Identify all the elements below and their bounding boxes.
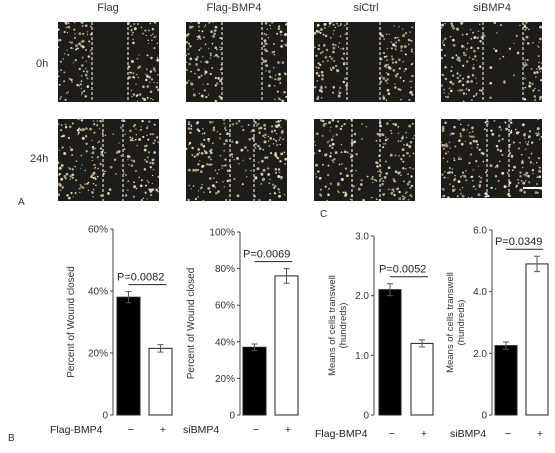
microscopy-tile-sictrl-24h (314, 119, 415, 201)
chart1-ytick-label: 60% (88, 225, 108, 236)
chart3-ytick-label: 3.0 (355, 232, 369, 243)
chart4-bar-minus (494, 345, 518, 416)
chart4-bar-plus (525, 263, 549, 416)
scale-bar (523, 187, 545, 189)
row-label-0h: 0h (36, 58, 49, 70)
chart4-ytick-label: 6.0 (473, 226, 487, 237)
chart2-ytick-label: 80% (215, 264, 235, 275)
chart4-pvalue: P=0.0349 (495, 236, 542, 248)
chart2-category-label: − (253, 424, 259, 436)
chart4-ytick-label: 0 (481, 411, 487, 422)
chart2-bar-plus (274, 275, 299, 416)
chart2-ytick-label: 60% (215, 301, 235, 312)
chart2-ylabel: Percent of Wound closed (186, 268, 197, 380)
microscopy-tile-sictrl-0h (314, 22, 415, 102)
chart4-ytick-label: 4.0 (473, 287, 487, 298)
chart1-category-label: − (128, 424, 134, 436)
chart2-ytick-label: 20% (215, 374, 235, 385)
chart3-bar-plus (410, 342, 434, 416)
chart1-ytick-label: 0 (102, 411, 108, 422)
chart2-pvalue: P=0.0069 (243, 249, 290, 261)
panel-letter-b: B (8, 433, 15, 444)
microscopy-tile-flag-bmp4-0h (186, 22, 287, 102)
chart2-ytick-label: 0 (229, 411, 235, 422)
microscopy-tile-flag-0h (58, 22, 159, 102)
column-title-flag: Flag (97, 2, 119, 14)
chart4-category-label: − (505, 428, 511, 440)
chart1-pvalue: P=0.0082 (117, 272, 164, 284)
chart4-group-label: siBMP4 (450, 428, 486, 440)
chart4-ylabel: Means of cells transwell(hundreds) (445, 272, 467, 373)
chart1-bar-minus (116, 296, 141, 416)
chart2-bar-minus (242, 346, 267, 416)
chart1-ytick-label: 40% (88, 287, 108, 298)
chart3-bar-minus (378, 289, 402, 416)
chart3-category-label: + (421, 428, 427, 440)
chart3-pvalue: P=0.0052 (379, 264, 426, 276)
row-label-24h: 24h (30, 153, 49, 165)
chart3-ytick-label: 1.0 (355, 351, 369, 362)
microscopy-tile-sibmp4-0h (441, 22, 542, 102)
microscopy-tile-flag-bmp4-24h (186, 119, 287, 201)
panel-letter-a: A (18, 197, 25, 208)
panel-letter-c: C (320, 209, 328, 220)
chart4-ytick-label: 2.0 (473, 349, 487, 360)
chart3-category-label: − (389, 428, 395, 440)
chart3-group-label: Flag-BMP4 (315, 428, 368, 440)
chart3-ytick-label: 0 (363, 411, 369, 422)
chart2-category-label: + (285, 424, 291, 436)
chart3-ytick-label: 2.0 (355, 291, 369, 302)
chart1-category-label: + (160, 424, 166, 436)
column-title-flag-bmp4: Flag-BMP4 (206, 2, 262, 14)
chart1-bar-plus (148, 347, 173, 416)
chart1-ylabel: Percent of Wound closed (66, 266, 77, 378)
chart2-group-label: siBMP4 (183, 424, 219, 436)
chart1-ytick-label: 20% (88, 349, 108, 360)
chart2-ytick-label: 40% (215, 337, 235, 348)
microscopy-tile-flag-24h (58, 119, 159, 201)
column-title-sictrl: siCtrl (353, 2, 379, 14)
microscopy-tile-sibmp4-24h (441, 119, 542, 198)
chart1-group-label: Flag-BMP4 (50, 424, 103, 436)
chart3-ylabel: Means of cells transwell(hundreds) (327, 275, 349, 376)
chart2-ytick-label: 100% (209, 228, 235, 239)
column-title-sibmp4: siBMP4 (473, 2, 511, 14)
chart4-category-label: + (537, 428, 543, 440)
